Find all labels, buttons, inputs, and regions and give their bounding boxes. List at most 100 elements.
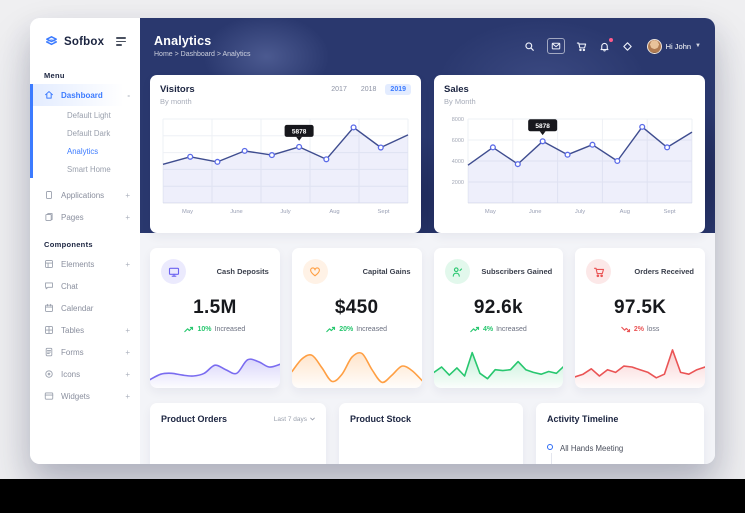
sidebar-subitem-smart-home[interactable]: Smart Home: [67, 164, 111, 174]
timeline-bullet-icon: [547, 444, 553, 450]
sales-subtitle: By Month: [444, 97, 476, 106]
pages-icon: [44, 212, 54, 222]
orders-sparkline: [575, 344, 705, 388]
stat-value: $450: [334, 297, 379, 318]
stat-delta: 20% Increased: [303, 326, 411, 333]
tables-icon: [44, 325, 54, 335]
sidebar: Sofbox Menu Dashboard - Default Light De…: [30, 18, 140, 464]
chevron-down-icon: [310, 417, 315, 421]
tab-2019[interactable]: 2019: [385, 84, 411, 95]
svg-text:May: May: [485, 209, 496, 215]
sales-card: Sales By Month 2000 4000 6000 8000 May June Ju…: [434, 75, 705, 233]
svg-text:2000: 2000: [452, 180, 464, 186]
chevron-down-icon: ▼: [695, 43, 701, 49]
trend-down-icon: [621, 326, 630, 333]
stat-cards-row: Cash Deposits 1.5M 10% Increased Capital …: [150, 248, 705, 388]
sidebar-item-label: Elements: [61, 259, 95, 269]
sidebar-item-elements[interactable]: Elements +: [30, 253, 140, 275]
svg-text:Aug: Aug: [620, 209, 630, 215]
svg-text:5878: 5878: [292, 129, 307, 136]
stat-value: 92.6k: [473, 297, 523, 318]
tab-2017[interactable]: 2017: [331, 86, 347, 93]
breadcrumb: Home > Dashboard > Analytics: [154, 51, 251, 58]
year-tabs: 2017 2018 2019: [326, 84, 411, 95]
stat-label: Capital Gains: [362, 267, 411, 276]
sidebar-item-label: Calendar: [61, 303, 94, 313]
search-icon[interactable]: [524, 40, 536, 52]
user-icon: [444, 259, 470, 284]
stat-delta: 4% Increased: [445, 326, 553, 333]
sidebar-item-label: Dashboard: [61, 90, 103, 100]
sidebar-item-widgets[interactable]: Widgets +: [30, 385, 140, 407]
product-orders-donut: [150, 429, 326, 464]
visitors-line-chart: May June July Aug Sept 5878: [160, 110, 411, 216]
widgets-icon: [44, 391, 54, 401]
svg-text:July: July: [280, 209, 290, 215]
deposits-sparkline: [150, 344, 280, 388]
cart-icon: [586, 259, 612, 284]
sidebar-section-components: Components: [44, 240, 93, 249]
sidebar-toggle-icon[interactable]: [114, 35, 128, 48]
sidebar-item-dashboard[interactable]: Dashboard -: [33, 84, 140, 106]
sidebar-item-icons[interactable]: Icons +: [30, 363, 140, 385]
brand-name: Sofbox: [64, 35, 105, 48]
notification-dot: [608, 38, 613, 42]
sidebar-subitem-default-light[interactable]: Default Light: [67, 110, 111, 120]
sidebar-menu-items: Applications + Pages +: [30, 184, 140, 228]
svg-text:June: June: [529, 209, 542, 215]
home-icon: [44, 90, 54, 100]
svg-text:5878: 5878: [535, 123, 550, 130]
visitors-title: Visitors: [160, 84, 195, 95]
sales-title: Sales: [444, 84, 469, 95]
stat-value: 97.5K: [614, 297, 667, 318]
activity-timeline-title: Activity Timeline: [547, 414, 619, 424]
user-menu[interactable]: Hi John ▼: [646, 38, 701, 54]
svg-text:June: June: [230, 209, 243, 215]
product-orders-title: Product Orders: [161, 414, 228, 424]
expand-indicator: +: [125, 325, 130, 335]
sidebar-item-label: Forms: [61, 347, 84, 357]
svg-text:Aug: Aug: [329, 209, 339, 215]
applications-icon: [44, 190, 54, 200]
product-orders-card: Product Orders Last 7 days: [150, 403, 326, 464]
svg-text:4000: 4000: [452, 159, 464, 165]
cart-icon[interactable]: [576, 40, 588, 52]
bell-icon[interactable]: [599, 38, 613, 52]
sidebar-item-applications[interactable]: Applications +: [30, 184, 140, 206]
sidebar-item-label: Chat: [61, 281, 78, 291]
stat-label: Subscribers Gained: [481, 267, 553, 276]
sidebar-item-pages[interactable]: Pages +: [30, 206, 140, 228]
sidebar-item-forms[interactable]: Forms +: [30, 341, 140, 363]
trend-up-icon: [326, 326, 336, 333]
sidebar-item-tables[interactable]: Tables +: [30, 319, 140, 341]
sidebar-item-chat[interactable]: Chat: [30, 275, 140, 297]
sidebar-subitem-default-dark[interactable]: Default Dark: [67, 128, 111, 138]
sidebar-item-label: Applications: [61, 190, 105, 200]
compass-icon[interactable]: [622, 40, 634, 52]
stat-card-cash-deposits: Cash Deposits 1.5M 10% Increased: [150, 248, 280, 388]
tab-2018[interactable]: 2018: [360, 86, 377, 93]
timeline-item[interactable]: All Hands Meeting: [547, 444, 693, 464]
stat-card-capital-gains: Capital Gains $450 20% Increased: [291, 248, 422, 388]
range-dropdown[interactable]: Last 7 days: [274, 416, 315, 423]
icons-icon: [44, 369, 54, 379]
stat-label: Orders Received: [634, 267, 694, 276]
forms-icon: [44, 347, 54, 357]
stat-delta: 2% loss: [586, 326, 694, 333]
chat-icon: [44, 281, 54, 291]
main-area: Analytics Home > Dashboard > Analytics: [140, 18, 715, 464]
stat-delta: 10% Increased: [161, 326, 269, 333]
chart-cards-row: Visitors By month 2017 2018 2019 May June…: [150, 75, 705, 233]
svg-text:Sept: Sept: [378, 209, 390, 215]
sidebar-item-label: Pages: [61, 212, 84, 222]
app-window: Sofbox Menu Dashboard - Default Light De…: [30, 18, 715, 464]
sidebar-item-calendar[interactable]: Calendar: [30, 297, 140, 319]
svg-text:Sept: Sept: [664, 209, 676, 215]
expand-indicator: +: [125, 369, 130, 379]
mail-icon[interactable]: [546, 38, 565, 54]
stat-card-orders: Orders Received 97.5K 2% loss: [575, 248, 705, 388]
product-stock-title: Product Stock: [350, 414, 412, 424]
page-header: Analytics Home > Dashboard > Analytics: [140, 18, 715, 74]
sales-line-chart: 2000 4000 6000 8000 May June July Aug Sept 5878: [444, 110, 695, 216]
sidebar-subitem-analytics[interactable]: Analytics: [67, 146, 99, 156]
